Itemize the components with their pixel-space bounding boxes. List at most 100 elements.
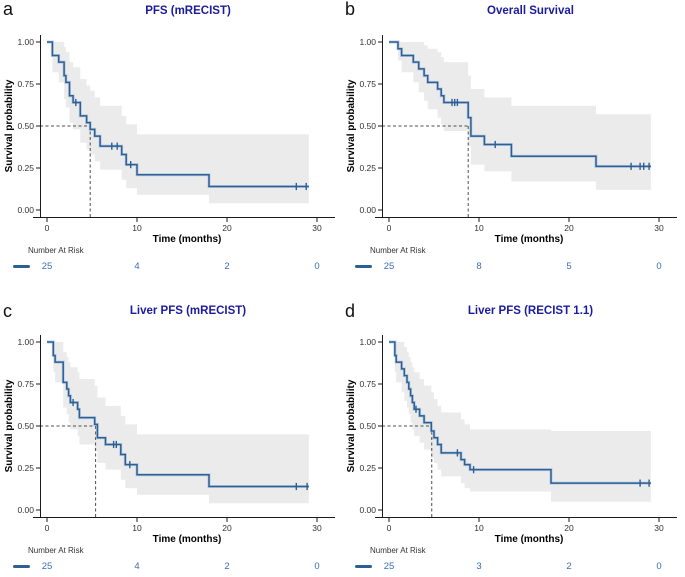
panel-title-a: PFS (mRECIST)	[145, 5, 231, 17]
panel-letter-d: d	[345, 301, 356, 321]
risk-table-title-a: Number At Risk	[28, 246, 84, 255]
risk-group-line-icon	[355, 265, 372, 269]
x-tick-label: 30	[654, 223, 664, 233]
y-tick-label: 1.00	[17, 37, 34, 47]
x-axis-title: Time (months)	[153, 534, 222, 544]
x-axis-title: Time (months)	[495, 234, 564, 244]
confidence-band	[398, 42, 651, 190]
x-axis-title: Time (months)	[153, 234, 222, 244]
axis-lines	[375, 35, 677, 218]
y-axis-title: Survival probability	[346, 379, 357, 472]
panel-letter-a: a	[3, 0, 14, 19]
y-tick-label: 0.75	[359, 379, 376, 389]
km-chart-d: 0 10 20 30 0.00 0.25 0.50 0.75 1.00 Time (months)…	[346, 335, 677, 544]
risk-row-b: 25 8 5 0	[342, 261, 685, 274]
y-tick-label: 0.50	[359, 121, 376, 131]
risk-group-line-icon	[13, 265, 30, 269]
y-tick-label: 0.75	[17, 379, 34, 389]
y-tick-label: 0.50	[17, 121, 34, 131]
y-tick-label: 0.25	[17, 163, 34, 173]
y-tick-label: 1.00	[17, 337, 34, 347]
y-tick-label: 0.75	[359, 79, 376, 89]
risk-count: 8	[476, 261, 482, 272]
y-axis-title: Survival probability	[4, 79, 15, 172]
panel-b: b Overall Survival 0 10 20 30 0.00 0.25 0.50 0.…	[342, 0, 685, 288]
panel-letter-c: c	[3, 301, 12, 321]
risk-table-title-b: Number At Risk	[370, 246, 426, 255]
x-axis-title: Time (months)	[495, 534, 564, 544]
risk-row-d: 25 3 2 0	[342, 561, 685, 574]
risk-count: 4	[134, 561, 140, 572]
risk-group-line-icon	[355, 565, 372, 569]
risk-count: 2	[224, 561, 230, 572]
confidence-band	[394, 342, 651, 502]
km-chart-b: 0 10 20 30 0.00 0.25 0.50 0.75 1.00 Time (months)…	[346, 35, 677, 244]
risk-table-title-d: Number At Risk	[370, 546, 426, 555]
axis-lines	[33, 335, 335, 518]
y-axis-title: Survival probability	[346, 79, 357, 172]
risk-count: 25	[383, 561, 395, 572]
x-tick-label: 10	[474, 223, 484, 233]
y-tick-label: 1.00	[359, 37, 376, 47]
risk-count: 0	[656, 261, 662, 272]
risk-count: 2	[224, 261, 230, 272]
confidence-band	[53, 342, 309, 504]
km-chart-c: 0 10 20 30 0.00 0.25 0.50 0.75 1.00 Time (months)…	[4, 335, 335, 544]
y-tick-label: 0.25	[359, 163, 376, 173]
median-dashed-line	[382, 425, 433, 517]
x-tick-label: 0	[387, 223, 392, 233]
risk-count: 25	[41, 261, 53, 272]
y-tick-label: 0.00	[359, 505, 376, 515]
panel-title-c: Liver PFS (mRECIST)	[129, 305, 247, 317]
risk-row-c: 25 4 2 0	[0, 561, 342, 574]
km-curve	[47, 341, 309, 488]
panel-letter-b: b	[345, 0, 356, 19]
risk-count: 4	[134, 261, 140, 272]
risk-count: 0	[656, 561, 662, 572]
risk-count: 25	[41, 561, 53, 572]
y-tick-label: 0.00	[359, 205, 376, 215]
risk-group-line-icon	[13, 565, 30, 569]
y-axis-title: Survival probability	[4, 379, 15, 472]
x-tick-label: 30	[312, 523, 322, 533]
x-tick-label: 30	[312, 223, 322, 233]
x-tick-label: 0	[387, 523, 392, 533]
x-tick-label: 30	[654, 523, 664, 533]
x-tick-label: 20	[564, 523, 574, 533]
x-tick-label: 0	[45, 223, 50, 233]
x-tick-label: 10	[474, 523, 484, 533]
risk-count: 5	[566, 261, 572, 272]
y-tick-label: 1.00	[359, 337, 376, 347]
confidence-band	[52, 42, 309, 204]
x-tick-label: 10	[132, 223, 142, 233]
km-curve	[389, 341, 651, 484]
y-tick-label: 0.00	[17, 505, 34, 515]
risk-count: 2	[566, 561, 572, 572]
panel-a: a PFS (mRECIST) 0 10 20 30 0.00 0.25 0.50 0.75 1…	[0, 0, 342, 288]
risk-count: 25	[383, 261, 395, 272]
panel-title-b: Overall Survival	[487, 5, 574, 17]
axis-lines	[375, 335, 677, 518]
risk-table-title-c: Number At Risk	[28, 546, 84, 555]
median-dashed-line	[40, 425, 97, 517]
y-tick-label: 0.75	[17, 79, 34, 89]
x-tick-label: 20	[222, 523, 232, 533]
km-chart-a: 0 10 20 30 0.00 0.25 0.50 0.75 1.00 Time (months)…	[4, 35, 335, 244]
y-tick-label: 0.25	[359, 463, 376, 473]
risk-count: 0	[314, 561, 320, 572]
x-tick-label: 20	[564, 223, 574, 233]
y-tick-label: 0.50	[359, 421, 376, 431]
x-tick-label: 20	[222, 223, 232, 233]
x-tick-label: 10	[132, 523, 142, 533]
axis-lines	[33, 35, 335, 218]
y-tick-label: 0.00	[17, 205, 34, 215]
km-curve	[389, 41, 651, 168]
panel-title-d: Liver PFS (RECIST 1.1)	[467, 305, 594, 317]
risk-count: 0	[314, 261, 320, 272]
panel-d: d Liver PFS (RECIST 1.1) 0 10 20 30 0.00 0.25…	[342, 288, 685, 577]
median-dashed-line	[40, 125, 91, 217]
risk-row-a: 25 4 2 0	[0, 261, 342, 274]
y-tick-label: 0.25	[17, 463, 34, 473]
x-tick-label: 0	[45, 523, 50, 533]
